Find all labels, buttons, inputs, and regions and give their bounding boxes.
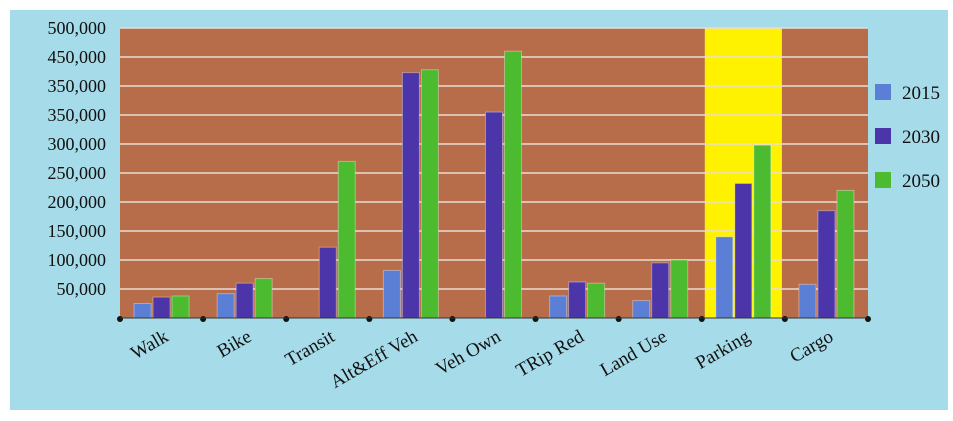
bar-2015-1 bbox=[216, 293, 235, 319]
axis-marker bbox=[865, 316, 871, 322]
y-tick-label: 50,000 bbox=[57, 279, 107, 299]
bar-2015-5 bbox=[549, 295, 568, 319]
axis-marker bbox=[117, 316, 123, 322]
bar-2015-6 bbox=[632, 300, 651, 319]
bar-2050-5 bbox=[587, 282, 606, 319]
legend-label: 2030 bbox=[902, 127, 940, 148]
bar-2050-6 bbox=[670, 259, 689, 319]
bar-2030-8 bbox=[817, 210, 836, 319]
legend-label: 2050 bbox=[902, 171, 940, 192]
bar-2015-7 bbox=[715, 236, 734, 319]
bar-2015-3 bbox=[382, 269, 401, 319]
bar-2050-4 bbox=[504, 50, 522, 319]
y-tick-label: 150,000 bbox=[48, 221, 107, 241]
y-tick-label: 450,000 bbox=[48, 47, 107, 67]
plot-area bbox=[117, 27, 871, 322]
legend-label: 2015 bbox=[902, 83, 940, 104]
bar-2030-1 bbox=[235, 282, 254, 319]
axis-marker bbox=[200, 316, 207, 322]
bar-2030-5 bbox=[568, 281, 587, 319]
y-tick-label: 350,000 bbox=[48, 76, 107, 96]
axis-marker bbox=[283, 316, 290, 322]
legend: 2015 2030 2050 bbox=[875, 83, 940, 192]
bar-2050-0 bbox=[171, 295, 190, 319]
y-axis-tick-labels: 500,000 450,000 350,000 350,000 300,000 250,0… bbox=[48, 18, 107, 299]
y-tick-label: 300,000 bbox=[48, 134, 107, 154]
bar-2050-7 bbox=[753, 144, 772, 319]
bar-2050-1 bbox=[254, 278, 273, 319]
bar-2030-4 bbox=[485, 111, 503, 319]
axis-marker bbox=[698, 316, 705, 322]
bar-2030-6 bbox=[651, 262, 670, 319]
legend-swatch-2015 bbox=[875, 84, 891, 100]
bar-2050-2 bbox=[337, 160, 356, 319]
bar-2030-7 bbox=[734, 182, 753, 319]
legend-swatch-2030 bbox=[875, 128, 891, 144]
axis-marker bbox=[449, 316, 456, 322]
bar-2050-8 bbox=[836, 189, 855, 319]
axis-marker bbox=[615, 316, 622, 322]
y-tick-label: 350,000 bbox=[48, 105, 107, 125]
axis-marker bbox=[781, 316, 788, 322]
axis-marker bbox=[366, 316, 373, 322]
axis-marker bbox=[532, 316, 539, 322]
bar-2030-3 bbox=[401, 72, 420, 319]
bar-2050-3 bbox=[420, 69, 439, 319]
bar-2030-0 bbox=[152, 296, 171, 319]
y-tick-label: 100,000 bbox=[48, 250, 107, 270]
legend-swatch-2050 bbox=[875, 172, 891, 188]
y-tick-label: 500,000 bbox=[48, 18, 107, 38]
y-tick-label: 250,000 bbox=[48, 163, 107, 183]
bar-2015-0 bbox=[133, 303, 152, 319]
bar-2015-8 bbox=[798, 283, 817, 319]
y-tick-label: 200,000 bbox=[48, 192, 107, 212]
bar-2030-2 bbox=[318, 246, 337, 319]
